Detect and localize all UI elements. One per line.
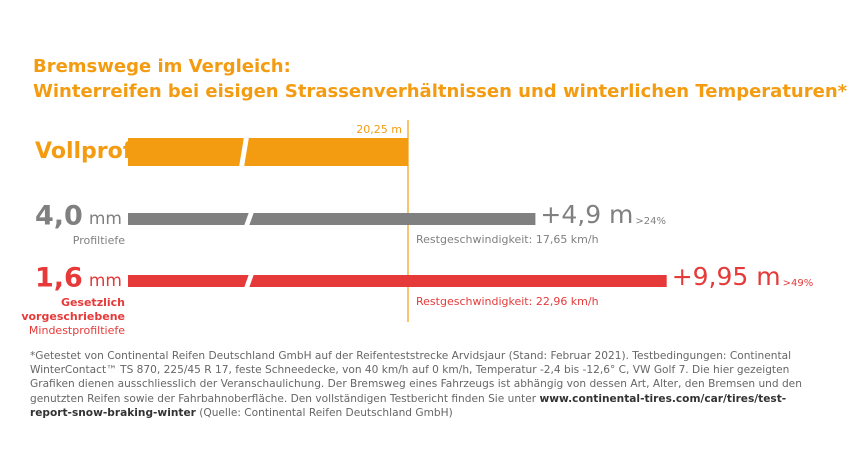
chart-title: Bremswege im Vergleich: — [33, 56, 291, 77]
axis-break — [244, 212, 254, 226]
value-label: +9,95 m — [672, 262, 781, 291]
footnote-link: www.continental-tires.com/car/tires/test… — [30, 392, 787, 419]
speed-label: Restgeschwindigkeit: 17,65 km/h — [416, 233, 599, 246]
footnote: *Getestet von Continental Reifen Deutsch… — [30, 349, 805, 420]
row-note: vorgeschriebene — [21, 310, 125, 323]
bar — [128, 275, 667, 287]
axis-break — [239, 137, 249, 167]
axis-break — [244, 274, 254, 288]
row-unit: mm — [89, 271, 122, 291]
row-label: 1,6 — [35, 263, 83, 294]
footnote-source: (Quelle: Continental Reifen Deutschland … — [195, 406, 453, 419]
share-label: >24% — [635, 216, 666, 227]
value-label: 20,25 m — [356, 123, 402, 136]
bar — [128, 138, 408, 166]
bar — [128, 213, 536, 225]
value-label: +4,9 m — [540, 200, 633, 229]
chart-subtitle: Winterreifen bei eisigen Strassenverhält… — [33, 81, 848, 102]
speed-label: Restgeschwindigkeit: 22,96 km/h — [416, 295, 599, 308]
row-label: 4,0 — [35, 201, 83, 232]
row-label: Vollprofil — [35, 139, 147, 164]
footnote-text: *Getestet von Continental Reifen Deutsch… — [30, 350, 802, 405]
share-label: >49% — [783, 278, 814, 289]
row-unit: mm — [89, 209, 122, 229]
row-note: Gesetzlich — [61, 296, 125, 309]
row-note: Mindestprofiltiefe — [29, 324, 125, 337]
row-note: Profiltiefe — [73, 234, 125, 247]
